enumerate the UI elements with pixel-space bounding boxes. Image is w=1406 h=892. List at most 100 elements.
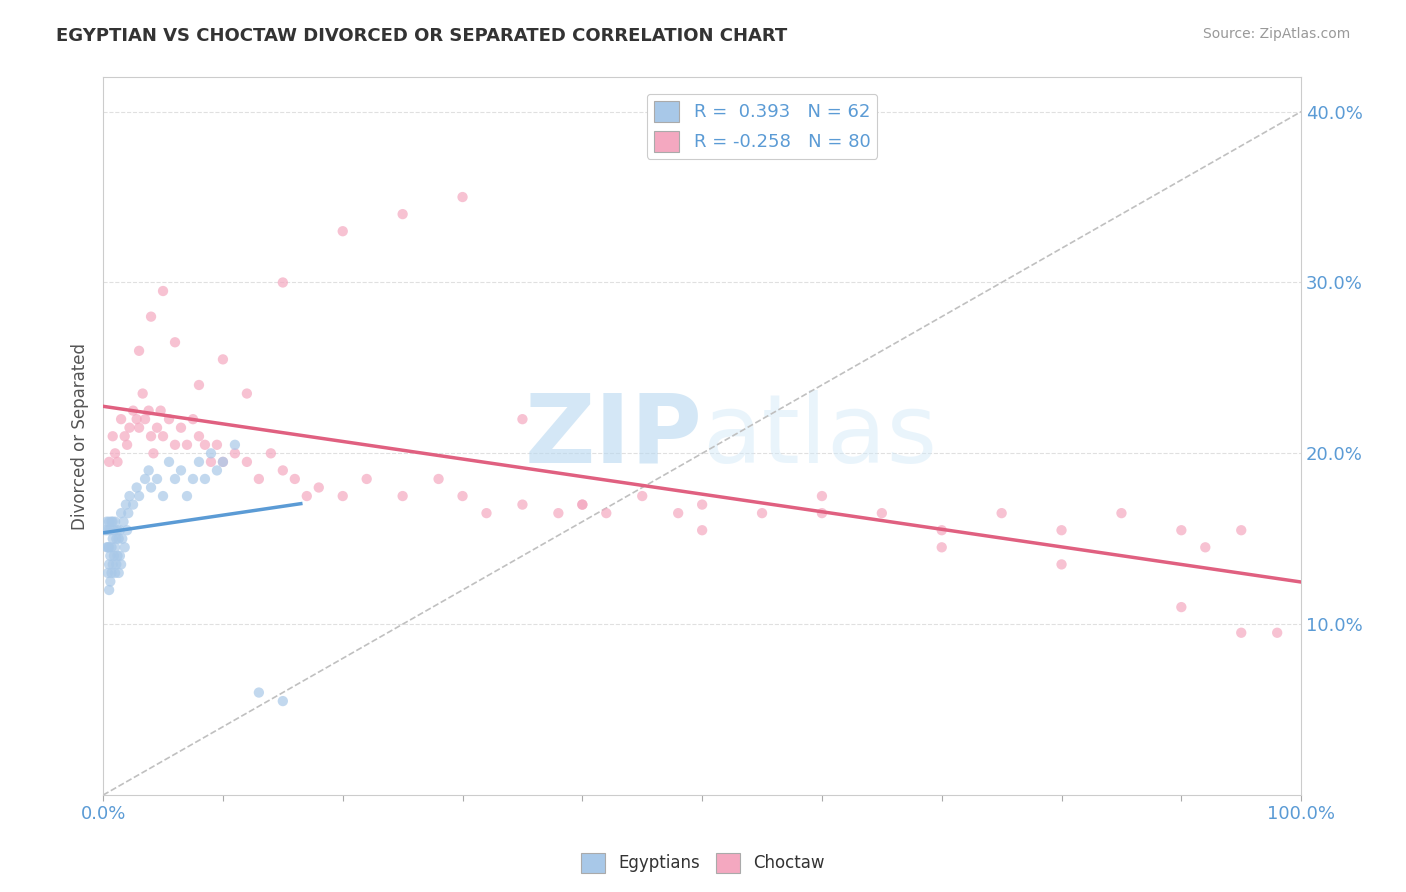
- Point: [103, 549, 125, 563]
- Text: Source: ZipAtlas.com: Source: ZipAtlas.com: [1202, 27, 1350, 41]
- Text: atlas: atlas: [702, 390, 938, 483]
- Point: [110, 412, 132, 426]
- Point: [391, 207, 413, 221]
- Point: [101, 515, 124, 529]
- Point: [163, 438, 186, 452]
- Point: [105, 558, 128, 572]
- Point: [475, 506, 498, 520]
- Point: [152, 284, 174, 298]
- Point: [103, 523, 125, 537]
- Point: [107, 549, 129, 563]
- Text: EGYPTIAN VS CHOCTAW DIVORCED OR SEPARATED CORRELATION CHART: EGYPTIAN VS CHOCTAW DIVORCED OR SEPARATE…: [56, 27, 787, 45]
- Point: [149, 403, 172, 417]
- Point: [194, 472, 217, 486]
- Point: [104, 515, 127, 529]
- Point: [170, 420, 193, 434]
- Point: [188, 429, 211, 443]
- Point: [101, 429, 124, 443]
- Point: [811, 489, 834, 503]
- Point: [134, 472, 156, 486]
- Point: [146, 420, 169, 434]
- Point: [97, 523, 120, 537]
- Point: [122, 403, 145, 417]
- Point: [1050, 558, 1073, 572]
- Point: [631, 489, 654, 503]
- Point: [181, 412, 204, 426]
- Point: [105, 532, 128, 546]
- Point: [139, 481, 162, 495]
- Point: [101, 532, 124, 546]
- Point: [176, 489, 198, 503]
- Point: [117, 506, 139, 520]
- Point: [1230, 523, 1253, 537]
- Point: [332, 224, 354, 238]
- Point: [157, 455, 180, 469]
- Point: [260, 446, 283, 460]
- Point: [391, 489, 413, 503]
- Point: [666, 506, 689, 520]
- Point: [98, 558, 121, 572]
- Y-axis label: Divorced or Separated: Divorced or Separated: [72, 343, 89, 530]
- Point: [990, 506, 1012, 520]
- Point: [97, 566, 120, 580]
- Point: [104, 446, 127, 460]
- Point: [1230, 625, 1253, 640]
- Point: [451, 489, 474, 503]
- Point: [212, 352, 235, 367]
- Point: [200, 455, 222, 469]
- Point: [1170, 600, 1192, 615]
- Point: [247, 685, 270, 699]
- Point: [356, 472, 378, 486]
- Point: [188, 378, 211, 392]
- Point: [931, 523, 953, 537]
- Point: [107, 532, 129, 546]
- Point: [512, 498, 534, 512]
- Point: [152, 489, 174, 503]
- Point: [571, 498, 593, 512]
- Point: [134, 412, 156, 426]
- Point: [194, 438, 217, 452]
- Point: [97, 541, 120, 555]
- Point: [547, 506, 569, 520]
- Point: [152, 429, 174, 443]
- Point: [811, 506, 834, 520]
- Point: [107, 566, 129, 580]
- Point: [115, 438, 138, 452]
- Point: [104, 566, 127, 580]
- Point: [107, 455, 129, 469]
- Point: [112, 515, 135, 529]
- Point: [98, 515, 121, 529]
- Point: [110, 558, 132, 572]
- Point: [104, 541, 127, 555]
- Point: [205, 463, 228, 477]
- Point: [1170, 523, 1192, 537]
- Point: [595, 506, 617, 520]
- Point: [146, 472, 169, 486]
- Point: [181, 472, 204, 486]
- Point: [157, 412, 180, 426]
- Point: [131, 386, 153, 401]
- Point: [690, 523, 713, 537]
- Point: [118, 489, 141, 503]
- Point: [931, 541, 953, 555]
- Point: [308, 481, 330, 495]
- Point: [114, 429, 136, 443]
- Point: [751, 506, 773, 520]
- Point: [125, 412, 148, 426]
- Point: [96, 541, 118, 555]
- Point: [114, 541, 136, 555]
- Point: [100, 566, 122, 580]
- Point: [1265, 625, 1288, 640]
- Point: [110, 506, 132, 520]
- Point: [870, 506, 893, 520]
- Point: [111, 532, 134, 546]
- Point: [224, 446, 246, 460]
- Point: [571, 498, 593, 512]
- Point: [451, 190, 474, 204]
- Point: [94, 523, 117, 537]
- Point: [118, 420, 141, 434]
- Point: [271, 463, 294, 477]
- Point: [163, 472, 186, 486]
- Point: [332, 489, 354, 503]
- Point: [212, 455, 235, 469]
